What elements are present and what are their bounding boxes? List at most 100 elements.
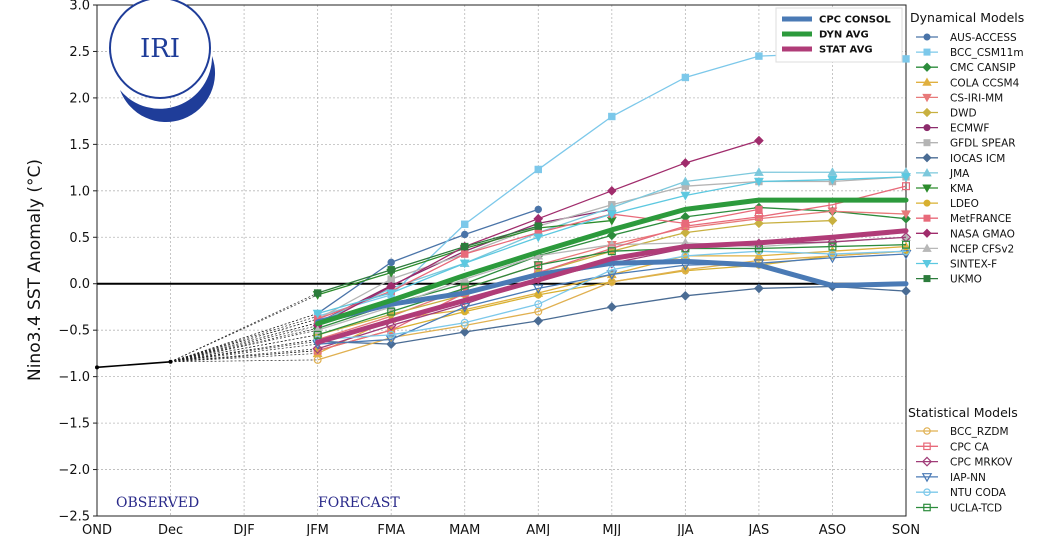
- legend-marker-ldeo: [923, 199, 931, 207]
- avg-line-dyn-avg: [315, 197, 909, 327]
- y-tick-8: 1.5: [69, 138, 90, 153]
- connector-ukmo: [170, 292, 318, 363]
- legend-label-sintex-f: SINTEX-F: [950, 259, 997, 271]
- forecast-annotation: FORECAST: [318, 495, 400, 511]
- series-sintex-f: [312, 173, 911, 319]
- connector-ucla-tcd: [170, 334, 318, 363]
- point-bcc-rzdm-jfm: [313, 355, 322, 364]
- observed-line: [96, 360, 171, 369]
- connector-cpc-mrkov: [170, 348, 318, 363]
- legend-marker-kma: [922, 184, 932, 193]
- x-tick-jfm: JFM: [305, 523, 329, 536]
- point-sintex-f-jas: [753, 177, 764, 187]
- iri-logo: IRI: [109, 0, 216, 123]
- point-cpc-mrkov-jfm: [312, 343, 323, 355]
- point-sintex-f-jja: [680, 191, 691, 201]
- series-ntu-coda: [313, 247, 910, 344]
- point-cpc-ca-jja: [681, 222, 690, 231]
- dynamical-models-legend: Dynamical Models AUS-ACCESS BCC_CSM11m CMC…: [910, 10, 1024, 286]
- point-iap-nn-mjj: [606, 270, 618, 281]
- line-ukmo: [317, 225, 539, 294]
- legend-label-kma: KMA: [950, 183, 974, 195]
- line-aus-access: [317, 208, 539, 314]
- legend-marker-bcc-csm11m: [923, 48, 931, 56]
- legend-label-ukmo: UKMO: [950, 274, 982, 286]
- x-tick-mam: MAM: [449, 523, 480, 536]
- legend-label-cpc-consol: CPC CONSOL: [819, 15, 891, 26]
- legend-marker-jma: [922, 168, 932, 177]
- point-ukmo-mam: [461, 242, 469, 251]
- point-iocas-icm-jas: [754, 283, 764, 294]
- point-ucla-tcd-fma: [387, 307, 396, 316]
- line-dwd: [317, 219, 833, 336]
- connector-nasa-gmao: [170, 325, 318, 363]
- line-ntu-coda: [317, 250, 907, 341]
- point-metfrance-jas: [755, 205, 763, 214]
- observed-point-0: [95, 365, 99, 370]
- legend-label-bcc-csm11m: BCC_CSM11m: [950, 47, 1024, 59]
- point-ucla-tcd-jfm: [313, 330, 322, 339]
- dynamical-models-title: Dynamical Models: [910, 10, 1024, 25]
- point-aus-access-mam: [461, 230, 469, 239]
- legend-marker-ucla-tcd: [923, 503, 931, 512]
- point-nasa-gmao-mjj: [606, 185, 617, 196]
- x-tick-labels: OND Dec DJF JFM FMA MAM AMJ MJJ JJA JAS ASO SON: [82, 523, 920, 536]
- point-bcc-csm11m-amj: [534, 165, 542, 174]
- point-iap-nn-mam: [459, 302, 471, 313]
- y-tick-10: 2.5: [69, 45, 90, 60]
- point-ntu-coda-fma: [387, 330, 396, 339]
- point-ukmo-fma: [387, 266, 395, 274]
- legend-marker-dwd: [922, 107, 932, 118]
- x-tick-djf: DJF: [233, 523, 254, 536]
- legend-label-jma: JMA: [949, 168, 970, 180]
- legend-label-dyn-avg: DYN AVG: [819, 30, 869, 41]
- point-ucla-tcd-mjj: [607, 247, 616, 256]
- point-iap-nn-amj: [532, 284, 544, 294]
- legend-marker-cpc-mrkov: [921, 456, 933, 467]
- point-iocas-icm-mjj: [606, 302, 617, 312]
- connector-metfrance: [170, 318, 318, 363]
- connector-bcc-rzdm: [170, 359, 318, 363]
- legend-label-cola-ccsm4: COLA CCSM4: [950, 77, 1020, 89]
- statistical-models-title: Statistical Models: [908, 405, 1018, 420]
- line-ucla-tcd: [317, 244, 907, 336]
- legend-label-iocas-icm: IOCAS ICM: [950, 153, 1005, 165]
- average-series: [315, 197, 909, 345]
- point-iocas-icm-jja: [680, 290, 691, 301]
- avg-line-cpc-consol: [315, 258, 909, 325]
- plot-frame: [96, 4, 907, 517]
- forecast-connector-lines: [170, 292, 318, 363]
- connector-iap-nn: [170, 343, 318, 363]
- x-tick-son: SON: [892, 523, 920, 536]
- statistical-models-legend: Statistical Models BCC_RZDM CPC CA CPC MRK…: [908, 405, 1018, 515]
- x-tick-fma: FMA: [377, 523, 405, 536]
- point-ldeo-amj: [534, 291, 542, 299]
- point-iocas-icm-son: [901, 286, 911, 296]
- legend-marker-bcc-rzdm: [923, 427, 931, 435]
- legend-label-cmc-cansip: CMC CANSIP: [950, 62, 1016, 74]
- y-tick-5: 0.0: [69, 277, 90, 292]
- legend-marker-cpc-ca: [923, 442, 931, 451]
- point-cpc-ca-fma: [387, 326, 396, 335]
- y-tick-6: 0.5: [69, 231, 90, 246]
- legend-label-metfrance: MetFRANCE: [950, 213, 1012, 225]
- connector-kma: [170, 294, 318, 363]
- averages-legend: CPC CONSOL DYN AVG STAT AVG: [775, 7, 903, 63]
- point-bcc-csm11m-jas: [755, 52, 763, 60]
- point-aus-access-amj: [534, 205, 542, 214]
- point-nasa-gmao-jja: [680, 158, 691, 168]
- point-ntu-coda-aso: [828, 249, 837, 258]
- legend-label-bcc-rzdm: BCC_RZDM: [950, 426, 1009, 438]
- observed-point-1: [168, 359, 173, 364]
- legend-marker-ncep-cfsv2: [922, 243, 932, 252]
- point-cs-iri-mm-son: [901, 210, 911, 220]
- y-axis-label: Nino3.4 SST Anomaly (°C): [25, 159, 45, 381]
- iri-logo-text: IRI: [140, 34, 180, 64]
- legend-label-nasa-gmao: NASA GMAO: [950, 228, 1015, 240]
- line-iap-nn: [317, 253, 907, 345]
- y-tick-2: −1.5: [58, 417, 90, 432]
- point-sintex-f-son: [901, 173, 911, 182]
- y-tick-9: 2.0: [69, 91, 90, 106]
- series-ukmo: [313, 222, 542, 297]
- legend-marker-nasa-gmao: [922, 228, 932, 238]
